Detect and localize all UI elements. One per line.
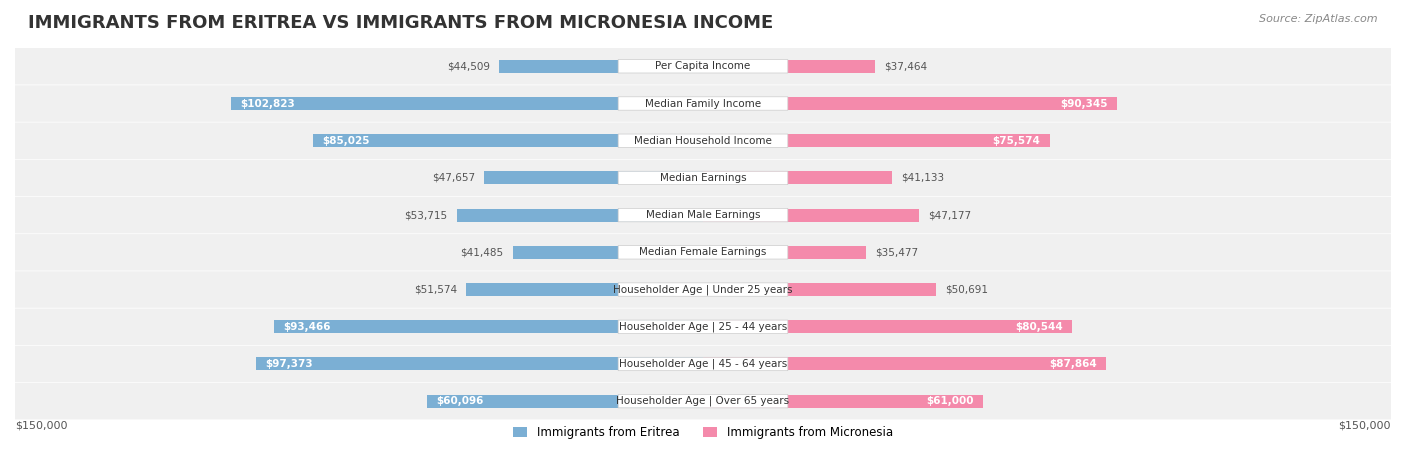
Text: Median Earnings: Median Earnings xyxy=(659,173,747,183)
Bar xyxy=(703,97,1118,110)
Bar xyxy=(703,395,983,408)
Bar xyxy=(703,134,1050,147)
FancyBboxPatch shape xyxy=(15,383,1391,419)
Text: $51,574: $51,574 xyxy=(415,284,457,295)
Text: IMMIGRANTS FROM ERITREA VS IMMIGRANTS FROM MICRONESIA INCOME: IMMIGRANTS FROM ERITREA VS IMMIGRANTS FR… xyxy=(28,14,773,32)
Text: Householder Age | Over 65 years: Householder Age | Over 65 years xyxy=(616,396,790,406)
Text: Median Female Earnings: Median Female Earnings xyxy=(640,248,766,257)
Text: $60,096: $60,096 xyxy=(436,396,484,406)
FancyBboxPatch shape xyxy=(15,346,1391,382)
Bar xyxy=(703,209,920,222)
Bar xyxy=(232,97,703,110)
Text: $102,823: $102,823 xyxy=(240,99,295,108)
FancyBboxPatch shape xyxy=(619,208,787,222)
Text: $53,715: $53,715 xyxy=(405,210,447,220)
Bar xyxy=(703,357,1107,370)
Text: $85,025: $85,025 xyxy=(322,136,370,146)
Text: $61,000: $61,000 xyxy=(927,396,973,406)
FancyBboxPatch shape xyxy=(619,97,787,110)
Bar xyxy=(457,209,703,222)
FancyBboxPatch shape xyxy=(619,320,787,333)
FancyBboxPatch shape xyxy=(15,85,1391,122)
FancyBboxPatch shape xyxy=(619,357,787,371)
FancyBboxPatch shape xyxy=(15,197,1391,234)
Text: $87,864: $87,864 xyxy=(1049,359,1097,369)
FancyBboxPatch shape xyxy=(15,234,1391,270)
FancyBboxPatch shape xyxy=(15,160,1391,196)
Bar xyxy=(703,320,1073,333)
Bar xyxy=(703,60,875,73)
Text: $47,657: $47,657 xyxy=(432,173,475,183)
Text: Source: ZipAtlas.com: Source: ZipAtlas.com xyxy=(1260,14,1378,24)
Bar xyxy=(467,283,703,296)
Text: $90,345: $90,345 xyxy=(1060,99,1108,108)
Bar xyxy=(703,171,891,184)
Text: $150,000: $150,000 xyxy=(1339,421,1391,431)
FancyBboxPatch shape xyxy=(619,134,787,148)
Bar xyxy=(427,395,703,408)
Legend: Immigrants from Eritrea, Immigrants from Micronesia: Immigrants from Eritrea, Immigrants from… xyxy=(509,421,897,444)
Text: $41,133: $41,133 xyxy=(901,173,943,183)
Text: Median Household Income: Median Household Income xyxy=(634,136,772,146)
Text: Median Male Earnings: Median Male Earnings xyxy=(645,210,761,220)
FancyBboxPatch shape xyxy=(619,283,787,296)
Text: $41,485: $41,485 xyxy=(460,248,503,257)
Text: $93,466: $93,466 xyxy=(284,322,330,332)
Bar xyxy=(314,134,703,147)
FancyBboxPatch shape xyxy=(15,122,1391,159)
Text: $50,691: $50,691 xyxy=(945,284,987,295)
Text: $150,000: $150,000 xyxy=(15,421,67,431)
Bar xyxy=(274,320,703,333)
Bar xyxy=(485,171,703,184)
Text: $47,177: $47,177 xyxy=(928,210,972,220)
Text: $75,574: $75,574 xyxy=(993,136,1040,146)
Bar xyxy=(703,246,866,259)
Text: $97,373: $97,373 xyxy=(266,359,314,369)
FancyBboxPatch shape xyxy=(619,60,787,73)
FancyBboxPatch shape xyxy=(15,48,1391,85)
FancyBboxPatch shape xyxy=(619,171,787,184)
Text: $80,544: $80,544 xyxy=(1015,322,1063,332)
Bar xyxy=(513,246,703,259)
FancyBboxPatch shape xyxy=(619,246,787,259)
Text: $44,509: $44,509 xyxy=(447,61,489,71)
FancyBboxPatch shape xyxy=(619,395,787,408)
Bar xyxy=(499,60,703,73)
Bar xyxy=(703,283,935,296)
Text: Householder Age | 45 - 64 years: Householder Age | 45 - 64 years xyxy=(619,359,787,369)
Text: Householder Age | 25 - 44 years: Householder Age | 25 - 44 years xyxy=(619,321,787,332)
Text: Per Capita Income: Per Capita Income xyxy=(655,61,751,71)
Text: $35,477: $35,477 xyxy=(875,248,918,257)
FancyBboxPatch shape xyxy=(15,271,1391,308)
Text: Median Family Income: Median Family Income xyxy=(645,99,761,108)
Text: $37,464: $37,464 xyxy=(884,61,927,71)
FancyBboxPatch shape xyxy=(15,309,1391,345)
Text: Householder Age | Under 25 years: Householder Age | Under 25 years xyxy=(613,284,793,295)
Bar xyxy=(256,357,703,370)
